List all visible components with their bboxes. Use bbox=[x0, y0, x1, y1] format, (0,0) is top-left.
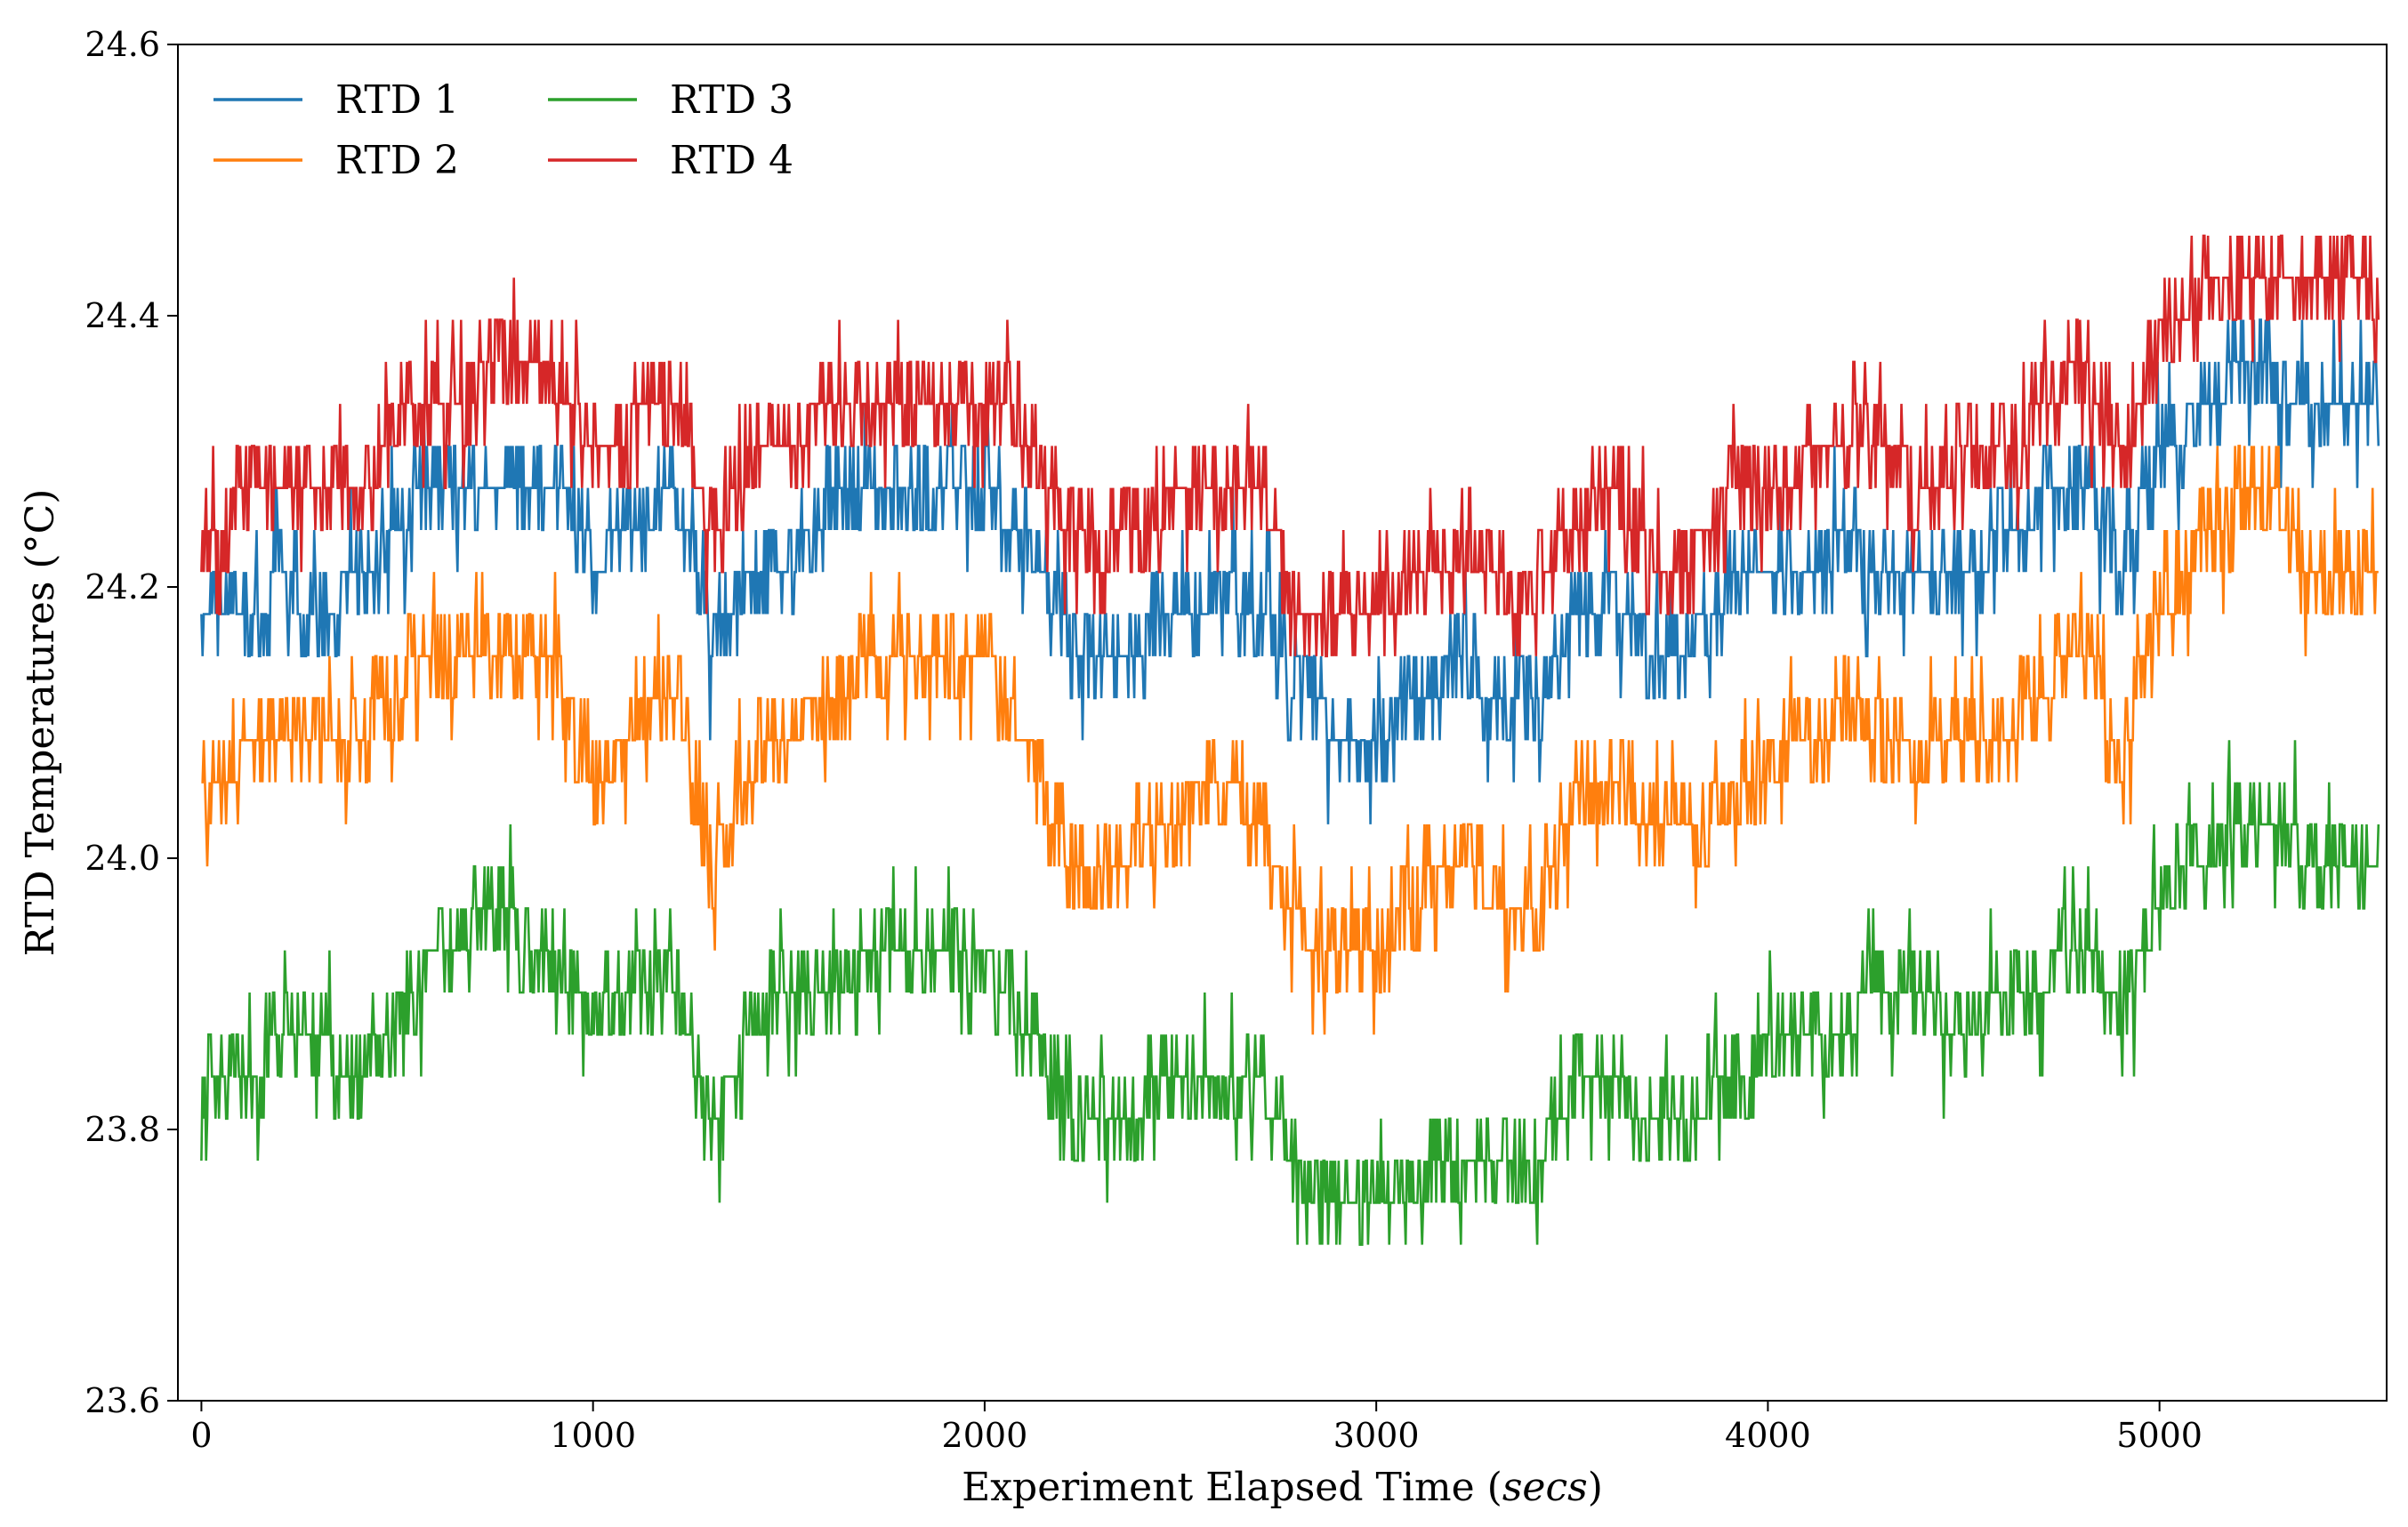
x-axis-label-prefix: Experiment Elapsed Time ( bbox=[962, 1465, 1502, 1510]
series-line-2 bbox=[201, 445, 2379, 1035]
legend: RTD 1 RTD 2 RTD 3 RTD 4 bbox=[213, 77, 793, 183]
legend-label: RTD 4 bbox=[670, 138, 793, 183]
series-layer bbox=[200, 234, 2380, 1246]
legend-label: RTD 1 bbox=[335, 77, 459, 123]
x-axis: 0 1000 2000 3000 4000 5000 bbox=[190, 1401, 2203, 1455]
x-tick-label: 1000 bbox=[550, 1416, 636, 1455]
y-axis-label: RTD Temperatures (°C) bbox=[18, 489, 63, 957]
y-tick-label: 23.8 bbox=[85, 1110, 160, 1149]
y-tick-label: 24.4 bbox=[85, 296, 160, 335]
y-tick-label: 24.2 bbox=[85, 567, 160, 607]
y-tick-label: 24.6 bbox=[85, 25, 160, 64]
x-tick-label: 4000 bbox=[1725, 1416, 1811, 1455]
x-tick-label: 3000 bbox=[1333, 1416, 1420, 1455]
y-axis: 23.6 23.8 24.0 24.2 24.4 24.6 bbox=[85, 25, 178, 1420]
x-tick-label: 2000 bbox=[942, 1416, 1028, 1455]
x-axis-label: Experiment Elapsed Time (secs) bbox=[962, 1465, 1603, 1510]
x-axis-label-unit: secs bbox=[1502, 1465, 1588, 1510]
series-line-4 bbox=[200, 234, 2380, 658]
y-tick-label: 23.6 bbox=[85, 1381, 160, 1420]
x-tick-label: 0 bbox=[190, 1416, 212, 1455]
x-tick-label: 5000 bbox=[2116, 1416, 2203, 1455]
plot-frame bbox=[177, 44, 2388, 1402]
legend-label: RTD 3 bbox=[670, 77, 793, 123]
series-line-3 bbox=[200, 740, 2380, 1246]
x-axis-label-suffix: ) bbox=[1588, 1465, 1603, 1510]
legend-label: RTD 2 bbox=[335, 138, 459, 183]
series-line-1 bbox=[200, 318, 2380, 824]
y-tick-label: 24.0 bbox=[85, 839, 160, 878]
